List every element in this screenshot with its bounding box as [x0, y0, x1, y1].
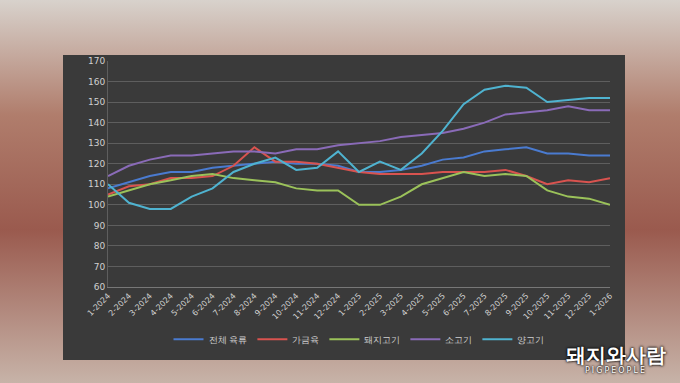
svg-text:11-2024: 11-2024	[291, 291, 321, 321]
svg-text:130: 130	[88, 138, 105, 148]
svg-text:3-2024: 3-2024	[128, 291, 154, 317]
svg-text:110: 110	[88, 179, 105, 189]
svg-text:10-2024: 10-2024	[270, 291, 300, 321]
svg-text:12-2025: 12-2025	[563, 291, 593, 321]
html-text:돼지와사람: 돼지와사람	[566, 343, 666, 367]
svg-text:160: 160	[88, 77, 105, 87]
svg-text:5-2025: 5-2025	[421, 291, 447, 317]
svg-text:가금육: 가금육	[292, 335, 319, 345]
svg-text:2-2024: 2-2024	[107, 291, 133, 317]
svg-text:4-2024: 4-2024	[149, 291, 175, 317]
svg-text:70: 70	[94, 262, 106, 272]
svg-text:100: 100	[88, 200, 105, 210]
svg-text:돼지고기: 돼지고기	[364, 335, 400, 345]
svg-text:6-2025: 6-2025	[441, 291, 467, 317]
svg-text:9-2024: 9-2024	[253, 291, 279, 317]
svg-text:140: 140	[88, 118, 105, 128]
svg-text:1-2026: 1-2026	[588, 291, 614, 317]
svg-text:9-2025: 9-2025	[504, 291, 530, 317]
svg-text:4-2025: 4-2025	[400, 291, 426, 317]
html-text:PIGPEOPLE: PIGPEOPLE	[585, 366, 647, 375]
svg-text:2-2025: 2-2025	[358, 291, 384, 317]
svg-text:1-2024: 1-2024	[86, 291, 112, 317]
svg-text:7-2025: 7-2025	[462, 291, 488, 317]
svg-text:11-2025: 11-2025	[542, 291, 572, 321]
svg-text:6-2024: 6-2024	[190, 291, 216, 317]
svg-text:10-2025: 10-2025	[521, 291, 551, 321]
svg-text:150: 150	[88, 97, 105, 107]
svg-text:120: 120	[88, 159, 105, 169]
svg-text:12-2024: 12-2024	[312, 291, 342, 321]
svg-text:80: 80	[94, 241, 106, 251]
svg-text:소고기: 소고기	[445, 335, 472, 345]
svg-text:5-2024: 5-2024	[170, 291, 196, 317]
svg-text:170: 170	[88, 56, 105, 66]
svg-text:90: 90	[94, 221, 106, 231]
svg-text:1-2025: 1-2025	[337, 291, 363, 317]
svg-text:60: 60	[94, 282, 106, 292]
svg-text:3-2025: 3-2025	[379, 291, 405, 317]
svg-text:양고기: 양고기	[517, 335, 544, 345]
svg-text:7-2024: 7-2024	[211, 291, 237, 317]
svg-text:전체 육류: 전체 육류	[209, 335, 248, 345]
svg-text:8-2025: 8-2025	[483, 291, 509, 317]
svg-text:8-2024: 8-2024	[232, 291, 258, 317]
